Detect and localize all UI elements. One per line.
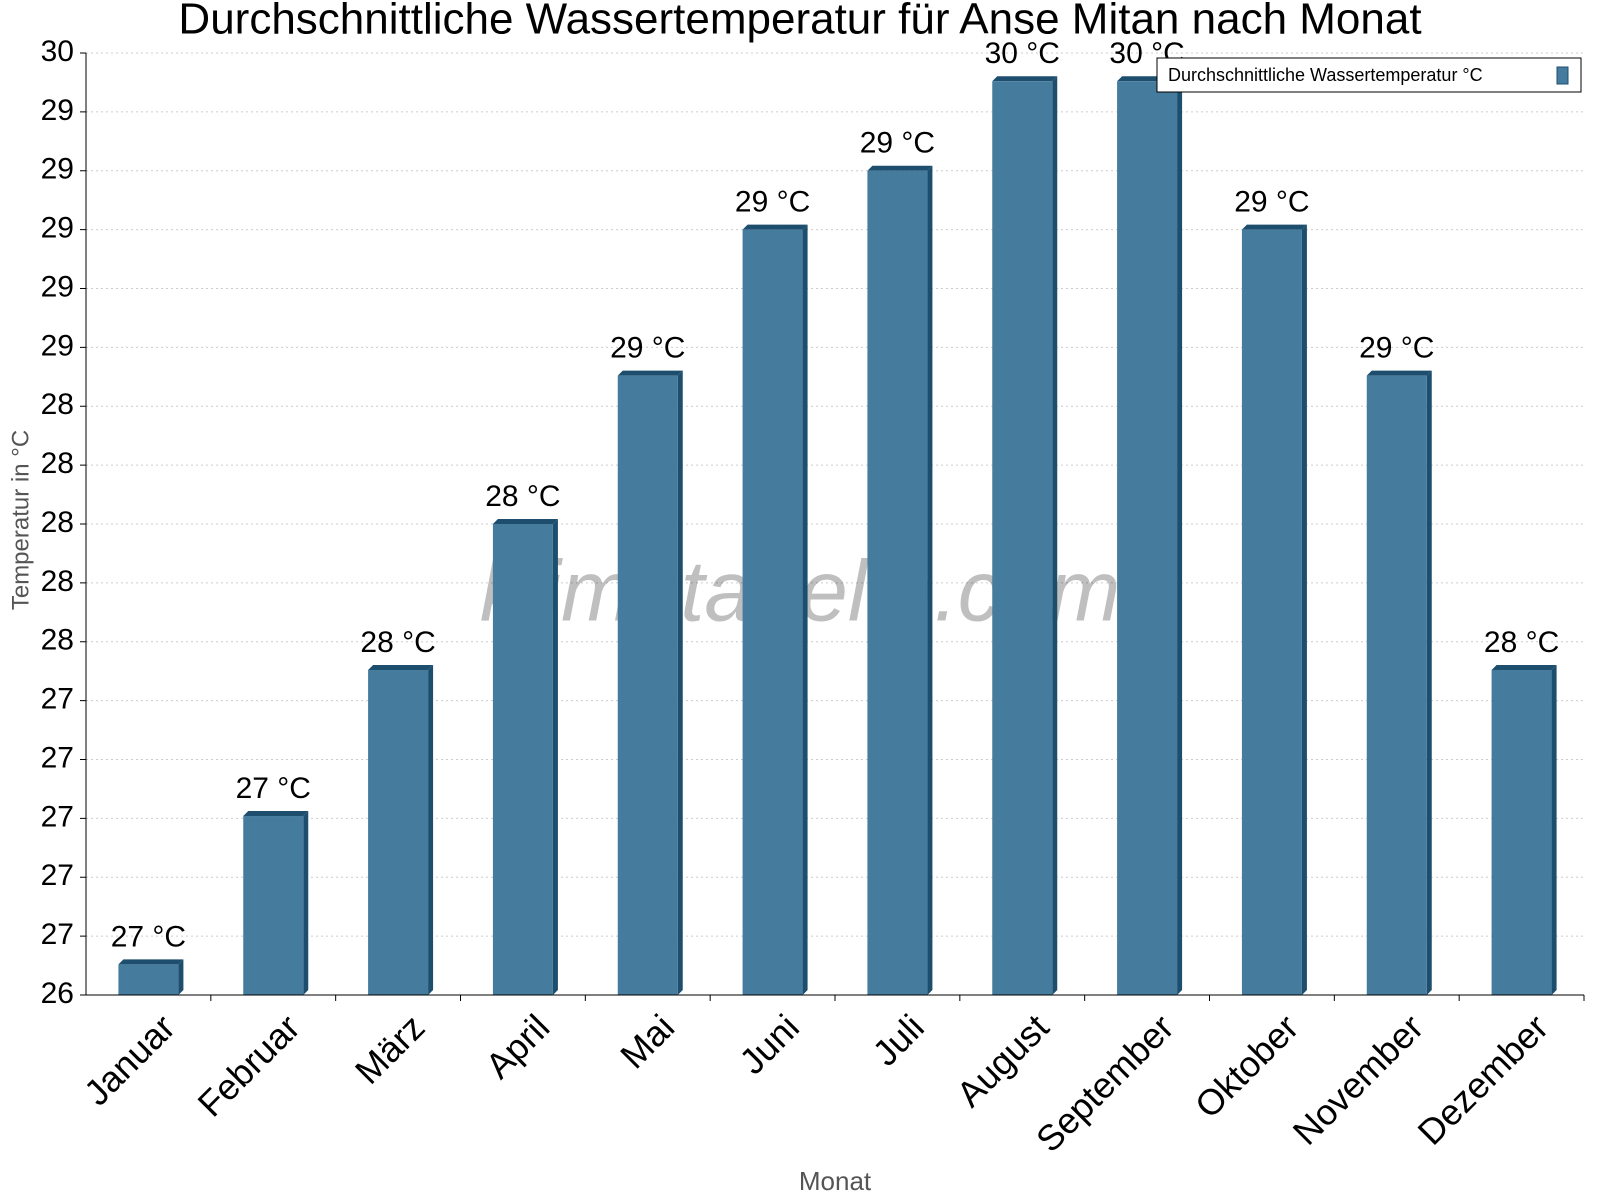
y-tick-label: 26 [41,977,74,1010]
value-label: 30 °C [985,37,1060,70]
bar [492,524,553,995]
x-tick-label: Oktober [1187,1006,1307,1126]
bar-top [492,519,558,524]
y-axis-title: Temperatur in °C [7,430,34,610]
value-label: 28 °C [485,480,560,513]
bar [1241,229,1302,995]
bar [1491,670,1552,995]
legend: Durchschnittliche Wassertemperatur °C [1156,57,1582,93]
y-tick-label: 27 [41,800,74,833]
x-tick-label: April [477,1006,557,1086]
bar-side [552,519,558,995]
bar-side [1052,76,1058,995]
x-tick-label: Juli [865,1006,932,1073]
value-label: 27 °C [111,920,186,953]
bar-side [1301,224,1307,995]
x-tick-label: August [948,1006,1056,1114]
value-label: 29 °C [735,186,810,219]
bar-top [1491,665,1557,671]
bar [243,816,304,995]
value-label: 29 °C [860,127,935,160]
x-tick-label: Mai [612,1006,682,1076]
y-tick-label: 28 [41,506,74,539]
x-tick-label: November [1285,1006,1431,1152]
x-axis-title: Monat [799,1166,872,1196]
bar-side [1177,76,1183,995]
bar [118,964,179,995]
y-tick-label: 28 [41,565,74,598]
y-tick-label: 29 [41,270,74,303]
bar [742,229,803,995]
y-tick-label: 27 [41,741,74,774]
value-label: 29 °C [610,332,685,365]
bar-side [927,165,933,995]
legend-box [1156,57,1582,93]
y-tick-label: 28 [41,388,74,421]
bar-top [1366,370,1432,376]
legend-label: Durchschnittliche Wassertemperatur °C [1168,65,1483,85]
bar [867,170,928,995]
x-tick-label: Februar [190,1006,308,1124]
y-tick-label: 28 [41,447,74,480]
y-tick-label: 27 [41,918,74,951]
bar-side [677,370,683,995]
bar-top [742,224,808,230]
legend-swatch [1556,66,1569,85]
bar-side [178,959,184,995]
bar-top [368,665,434,671]
y-tick-label: 28 [41,624,74,657]
bar-side [802,224,808,995]
x-tick-label: Juni [731,1006,807,1082]
y-tick-label: 27 [41,859,74,892]
x-tick-label: Dezember [1410,1006,1556,1152]
y-tick-label: 27 [41,683,74,716]
bar [368,670,429,995]
chart-title: Durchschnittliche Wassertemperatur für A… [178,0,1421,44]
bar [617,375,678,995]
bar-top [118,959,184,965]
bar-side [303,811,309,995]
y-tick-label: 30 [41,35,74,68]
bar-side [1426,370,1432,995]
x-tick-label: September [1028,1006,1182,1160]
bar-top [617,370,683,376]
y-tick-label: 29 [41,329,74,362]
bar-side [1551,665,1557,995]
bar-top [867,165,933,171]
bar [1366,375,1427,995]
x-tick-label: März [347,1006,433,1092]
value-label: 28 °C [1484,626,1559,659]
value-label: 28 °C [360,626,435,659]
x-tick-label: Januar [76,1006,183,1113]
value-label: 27 °C [236,772,311,805]
bar-top [1241,224,1307,230]
y-tick-label: 29 [41,94,74,127]
bar-top [992,76,1058,82]
value-label: 29 °C [1234,186,1309,219]
bar-side [428,665,434,995]
y-tick-label: 29 [41,153,74,186]
value-label: 29 °C [1359,332,1434,365]
y-tick-label: 29 [41,212,74,245]
bar [992,81,1053,995]
bar [1117,81,1178,995]
bar-top [243,811,309,817]
